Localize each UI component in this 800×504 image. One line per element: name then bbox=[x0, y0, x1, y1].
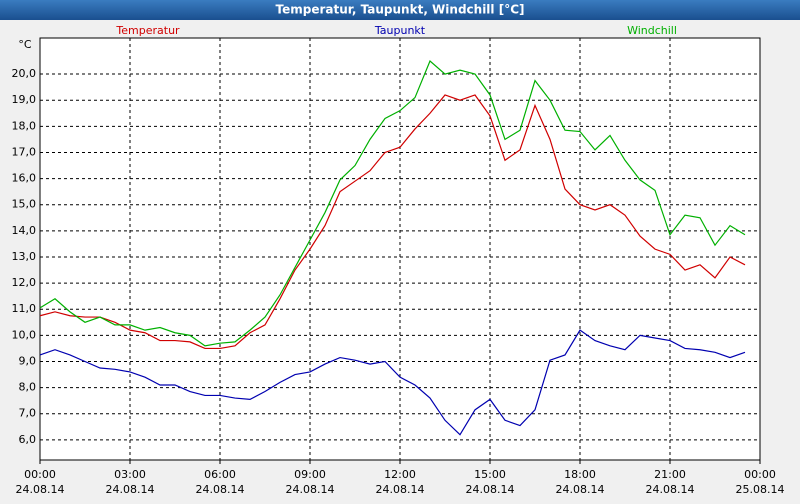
y-tick-label: 9,0 bbox=[19, 354, 37, 367]
legend-entry: Temperatur bbox=[115, 24, 180, 37]
series-line bbox=[39, 94, 746, 350]
y-tick-label: 17,0 bbox=[12, 145, 37, 158]
series-line bbox=[39, 59, 746, 347]
title-bar bbox=[0, 0, 800, 20]
x-tick-label: 21:00 bbox=[654, 468, 686, 481]
y-tick-label: 6,0 bbox=[19, 433, 37, 446]
y-tick-label: 13,0 bbox=[12, 250, 37, 263]
x-tick-label: 06:00 bbox=[204, 468, 236, 481]
x-tick-date: 24.08.14 bbox=[286, 483, 335, 496]
y-tick-label: 7,0 bbox=[19, 407, 37, 420]
x-tick-label: 09:00 bbox=[294, 468, 326, 481]
y-tick-label: 14,0 bbox=[12, 224, 37, 237]
y-tick-label: 10,0 bbox=[12, 328, 37, 341]
x-tick-date: 24.08.14 bbox=[466, 483, 515, 496]
x-tick-label: 12:00 bbox=[384, 468, 416, 481]
y-tick-label: 12,0 bbox=[12, 276, 37, 289]
legend-entry: Windchill bbox=[627, 24, 677, 37]
y-tick-label: 18,0 bbox=[12, 119, 37, 132]
x-tick-label: 03:00 bbox=[114, 468, 146, 481]
y-tick-label: 16,0 bbox=[12, 172, 37, 185]
y-unit: °C bbox=[18, 38, 32, 51]
x-tick-date: 24.08.14 bbox=[196, 483, 245, 496]
y-tick-label: 15,0 bbox=[12, 198, 37, 211]
x-tick-date: 24.08.14 bbox=[16, 483, 65, 496]
x-tick-label: 15:00 bbox=[474, 468, 506, 481]
x-tick-date: 24.08.14 bbox=[646, 483, 695, 496]
x-tick-label: 18:00 bbox=[564, 468, 596, 481]
x-tick-date: 24.08.14 bbox=[556, 483, 605, 496]
x-tick-date: 25.08.14 bbox=[736, 483, 785, 496]
y-tick-label: 11,0 bbox=[12, 302, 37, 315]
legend-entry: Taupunkt bbox=[374, 24, 426, 37]
x-tick-label: 00:00 bbox=[744, 468, 776, 481]
x-tick-date: 24.08.14 bbox=[106, 483, 155, 496]
y-tick-label: 8,0 bbox=[19, 381, 37, 394]
x-tick-label: 00:00 bbox=[24, 468, 56, 481]
x-tick-date: 24.08.14 bbox=[376, 483, 425, 496]
y-tick-label: 20,0 bbox=[12, 67, 37, 80]
y-tick-label: 19,0 bbox=[12, 93, 37, 106]
chart-title: Temperatur, Taupunkt, Windchill [°C] bbox=[276, 3, 525, 17]
series-line bbox=[39, 329, 746, 436]
